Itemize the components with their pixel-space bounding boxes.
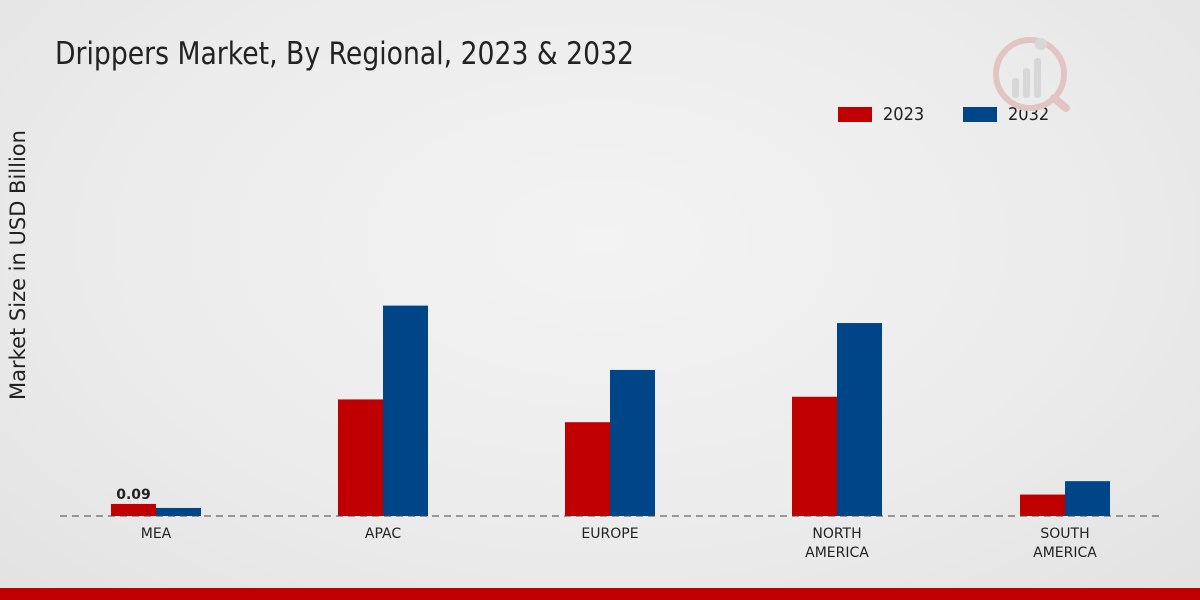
legend-swatch-2023 — [838, 107, 872, 122]
x-tick-label: NORTH AMERICA — [805, 526, 869, 561]
x-tick-label: SOUTH AMERICA — [1033, 526, 1097, 561]
x-tick-label: MEA — [141, 526, 172, 542]
x-tick-label: APAC — [365, 526, 401, 542]
bar-2023-europe[interactable] — [565, 422, 610, 516]
bar-2023-north-america[interactable] — [792, 396, 837, 516]
footer-bar — [0, 588, 1200, 600]
bar-2032-mea[interactable] — [156, 507, 201, 516]
bar-2023-mea[interactable] — [111, 503, 156, 516]
x-tick-label: EUROPE — [581, 526, 638, 542]
brand-logo-icon — [993, 37, 1070, 112]
data-label: 0.09 — [116, 487, 151, 503]
legend-label-2023: 2023 — [883, 104, 925, 125]
legend-item-2023[interactable]: 2023 — [838, 104, 929, 125]
bar-2032-apac[interactable] — [383, 305, 428, 516]
bar-2023-apac[interactable] — [338, 399, 383, 516]
bar-2023-south-america[interactable] — [1020, 494, 1065, 516]
bar-2032-north-america[interactable] — [837, 323, 882, 516]
legend-swatch-2032 — [962, 107, 997, 122]
chart-title: Drippers Market, By Regional, 2023 & 203… — [55, 36, 635, 72]
bar-2032-south-america[interactable] — [1065, 481, 1110, 516]
bar-2032-europe[interactable] — [610, 369, 655, 516]
